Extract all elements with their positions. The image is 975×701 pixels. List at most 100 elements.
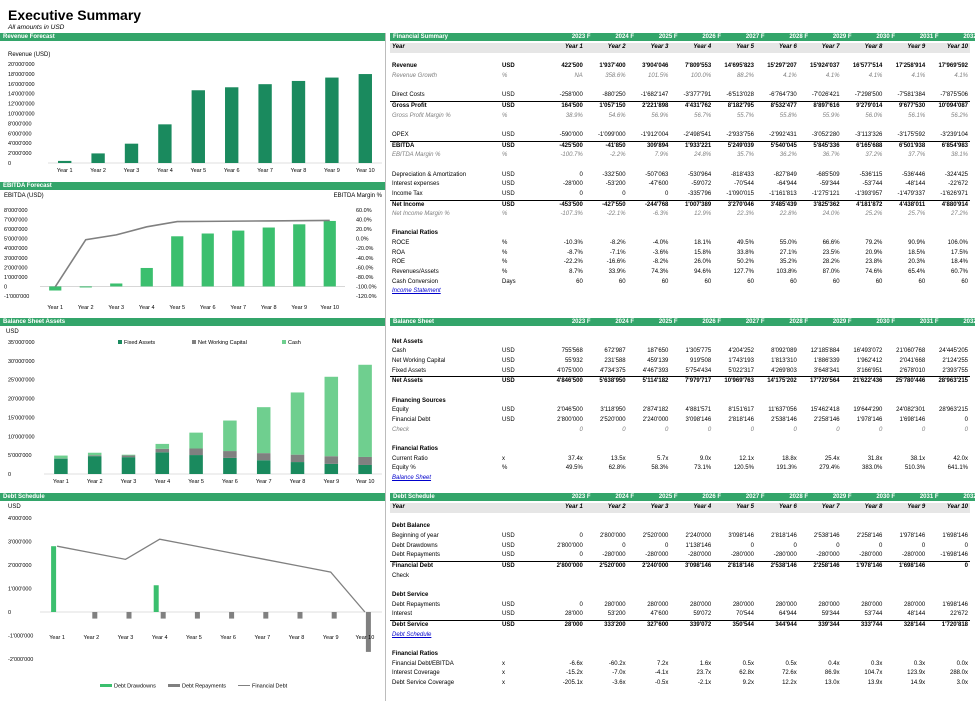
cell-value (927, 220, 970, 230)
cell-value: 4'846'500 (542, 376, 585, 387)
row-label: Net Income Margin % (392, 211, 450, 218)
cell-value: -8.2% (652, 259, 669, 266)
cell-value: 1'937'400 (599, 63, 626, 70)
balance-sheet-table: Net Assets Cash USD 755'568 672'987 187'650 1'… (390, 328, 970, 484)
cell-value (542, 650, 585, 660)
row-label[interactable]: Income Statement (392, 288, 441, 295)
y-tick-label: 6'000'000 (8, 131, 32, 137)
cell-value: -100.7% (560, 152, 583, 159)
cell-value: 10'969'763 (713, 376, 756, 387)
cell-value: -453'500 (542, 199, 585, 211)
cell-value: 66.6% (822, 240, 840, 247)
cell-value: 1'978'146 (899, 532, 926, 539)
y-tick-label: 25'000'000 (8, 378, 35, 384)
cell-value (628, 229, 671, 239)
cell-value: 2'240'000 (642, 416, 669, 423)
row-unit (500, 161, 542, 171)
assets-chart: USD Fixed Assets Net Working Capital Cash 35… (6, 329, 382, 485)
ebitda-bar (232, 230, 245, 287)
legend-label: Financial Debt (252, 684, 288, 690)
row-unit: USD (502, 532, 515, 539)
row-unit: % (502, 465, 508, 472)
cell-value (713, 53, 756, 63)
cell-value: 0 (622, 426, 626, 433)
row-label (390, 121, 500, 131)
cell-value: 5'249'039 (713, 140, 756, 152)
cell-value (842, 581, 885, 591)
cell-value: 333'200 (584, 619, 628, 631)
cell-value (756, 121, 799, 131)
cell-value (842, 435, 885, 445)
cell-value: 24.8% (694, 152, 712, 159)
cell-value: 5.7x (657, 455, 669, 462)
drawdown-bar (153, 585, 159, 612)
cell-value: 47'600 (650, 611, 669, 618)
row-label: Beginning of year (392, 532, 439, 539)
row-label[interactable]: Debt Schedule (392, 631, 432, 638)
row-label: Cash (392, 348, 407, 355)
cell-value: 38.1x (910, 455, 926, 462)
x-tick-label: Year 2 (90, 168, 106, 174)
row-unit: % (502, 249, 508, 256)
cell-value: 54.6% (608, 112, 626, 119)
repayment-bar (263, 612, 269, 619)
row-label[interactable]: Balance Sheet (392, 474, 432, 481)
cell-value: 2'800'000 (599, 532, 626, 539)
cell-value: 14'695'823 (724, 63, 754, 70)
row-label: ROA (392, 249, 406, 256)
y-tick-label: 30'000'000 (8, 359, 35, 365)
cell-value (884, 229, 927, 239)
x-tick-label: Year 2 (87, 479, 103, 485)
y2-tick-label: -60.0% (356, 265, 374, 271)
cell-value (884, 650, 927, 660)
cell-value (799, 631, 842, 641)
cell-value: 123.9x (907, 670, 926, 677)
cell-value (842, 161, 885, 171)
cell-value (927, 328, 970, 338)
cell-value: -16.6% (606, 259, 626, 266)
cell-value: 1'962'412 (856, 357, 883, 364)
table-row (390, 435, 970, 445)
row-unit (500, 581, 542, 591)
cell-value (927, 161, 970, 171)
page-title: Executive Summary (8, 7, 142, 23)
x-tick-label: Year 1 (57, 168, 73, 174)
cell-value (799, 513, 842, 523)
row-label (390, 220, 500, 230)
cell-value (756, 287, 799, 297)
cell-value (713, 572, 756, 582)
cell-value: 327'600 (627, 619, 671, 631)
cell-value (713, 640, 756, 650)
cell-value: Year 1 (542, 43, 585, 53)
row-label: Interest (392, 611, 413, 618)
cell-value (713, 581, 756, 591)
cell-value (713, 474, 756, 484)
table-row (390, 121, 970, 131)
table-row: Financial Ratios (390, 650, 970, 660)
row-unit: USD (502, 407, 515, 414)
financial-summary-title: Financial Summary (393, 34, 449, 40)
table-row: Net Working Capital USD 55'932 231'588 459'1… (390, 357, 970, 367)
cell-value: 0 (579, 601, 583, 608)
row-label: Revenues/Assets (392, 269, 439, 276)
cell-value (585, 435, 628, 445)
x-tick-label: Year 5 (169, 305, 185, 311)
year-header: 2030 F (876, 34, 895, 40)
row-label: Equity (392, 407, 409, 414)
cell-value: 60 (961, 278, 968, 285)
cell-value: 1'138'146 (685, 542, 712, 549)
cell-value: -1'698'146 (940, 552, 968, 559)
cell-value (884, 572, 927, 582)
y-tick-label: 2'000'000 (8, 563, 32, 569)
year-header: 2028 F (789, 494, 808, 500)
table-row: Debt Drawdowns USD 2'800'000 0 0 1'138'146 0 0 0… (390, 542, 970, 552)
cell-value: Year 7 (798, 43, 842, 53)
x-tick-label: Year 4 (157, 168, 173, 174)
row-label: Debt Service (390, 619, 500, 631)
year-header: 2031 F (919, 494, 939, 500)
cell-value (542, 387, 585, 397)
cell-value (884, 631, 927, 641)
row-unit (500, 82, 542, 92)
cell-value: -2'498'541 (683, 131, 712, 138)
cell-value: 0 (927, 560, 970, 572)
